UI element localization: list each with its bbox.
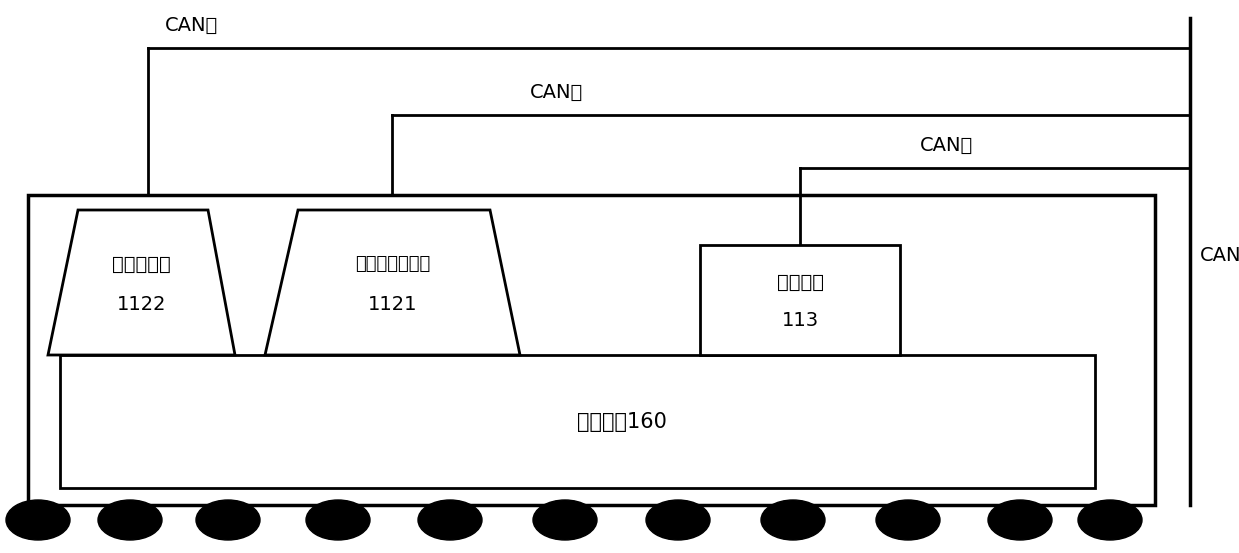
Bar xyxy=(700,245,900,355)
Bar xyxy=(59,355,1095,488)
Ellipse shape xyxy=(987,500,1052,540)
Text: 自动插头: 自动插头 xyxy=(777,273,824,291)
Text: 红外温度传感器: 红外温度传感器 xyxy=(354,255,430,274)
Text: 仓储电池160: 仓储电池160 xyxy=(577,411,668,431)
Text: 烟雾传感器: 烟雾传感器 xyxy=(112,255,171,274)
Ellipse shape xyxy=(533,500,597,540)
Text: CAN线: CAN线 xyxy=(165,16,218,35)
Ellipse shape xyxy=(418,500,482,540)
Ellipse shape xyxy=(1078,500,1142,540)
Ellipse shape xyxy=(306,500,370,540)
Text: 1121: 1121 xyxy=(368,295,418,314)
Polygon shape xyxy=(48,210,235,355)
Text: CAN总线: CAN总线 xyxy=(1201,246,1239,264)
Text: 113: 113 xyxy=(782,310,819,330)
Bar xyxy=(28,195,1155,505)
Ellipse shape xyxy=(98,500,162,540)
Ellipse shape xyxy=(646,500,710,540)
Ellipse shape xyxy=(761,500,825,540)
Text: CAN线: CAN线 xyxy=(530,83,584,102)
Ellipse shape xyxy=(876,500,940,540)
Ellipse shape xyxy=(6,500,69,540)
Ellipse shape xyxy=(196,500,260,540)
Text: 1122: 1122 xyxy=(116,295,166,314)
Polygon shape xyxy=(265,210,520,355)
Text: CAN线: CAN线 xyxy=(921,136,974,155)
